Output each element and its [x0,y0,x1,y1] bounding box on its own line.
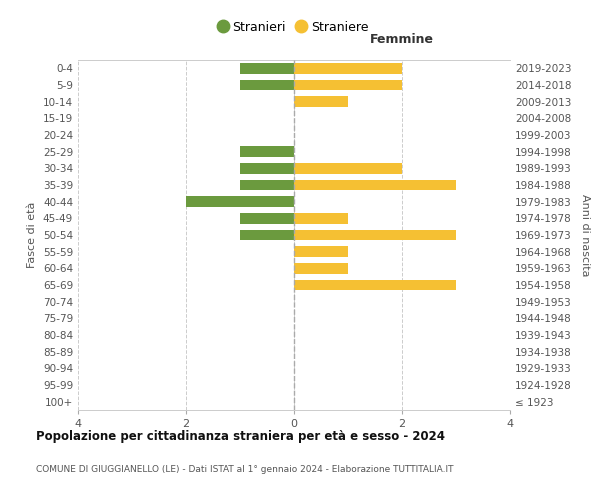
Text: Popolazione per cittadinanza straniera per età e sesso - 2024: Popolazione per cittadinanza straniera p… [36,430,445,443]
Bar [186,196,294,207]
Bar [240,146,294,157]
Bar [294,180,456,190]
Bar [294,163,402,174]
Bar [240,180,294,190]
Bar [294,213,348,224]
Text: COMUNE DI GIUGGIANELLO (LE) - Dati ISTAT al 1° gennaio 2024 - Elaborazione TUTTI: COMUNE DI GIUGGIANELLO (LE) - Dati ISTAT… [36,465,454,474]
Bar [294,96,348,107]
Y-axis label: Anni di nascita: Anni di nascita [580,194,590,276]
Text: Femmine: Femmine [370,33,434,46]
Bar [240,213,294,224]
Bar [294,80,402,90]
Bar [294,280,456,290]
Y-axis label: Fasce di età: Fasce di età [28,202,37,268]
Bar [240,80,294,90]
Bar [240,163,294,174]
Bar [294,246,348,257]
Legend: Stranieri, Straniere: Stranieri, Straniere [216,18,372,38]
Bar [294,63,402,74]
Bar [240,230,294,240]
Bar [240,63,294,74]
Bar [294,230,456,240]
Bar [294,263,348,274]
